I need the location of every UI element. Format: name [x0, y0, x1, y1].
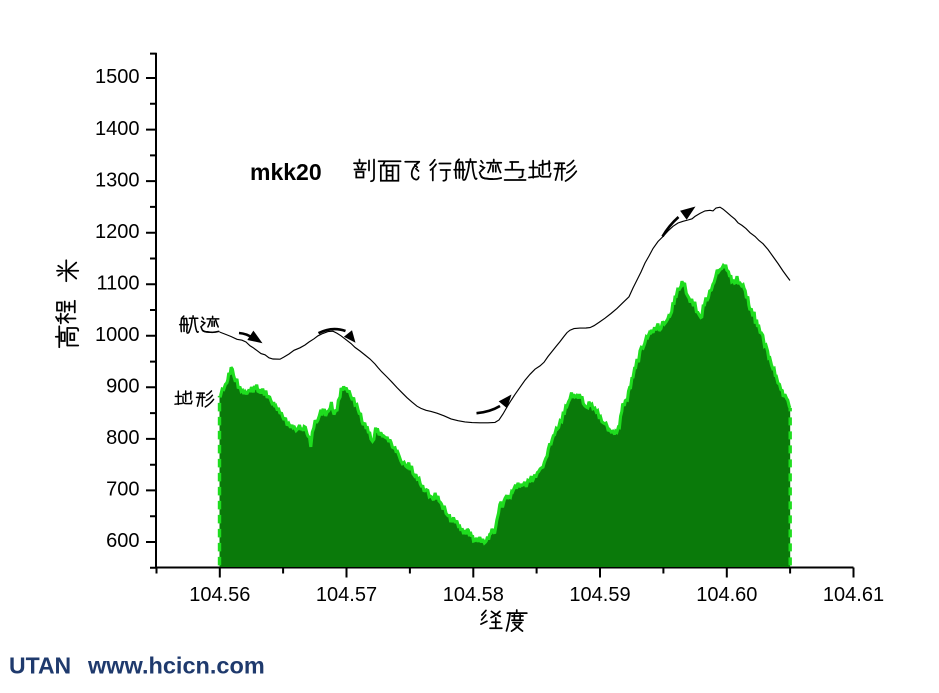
- svg-text:104.57: 104.57: [316, 584, 377, 606]
- svg-text:900: 900: [106, 376, 139, 398]
- svg-text:800: 800: [106, 427, 139, 449]
- svg-text:104.60: 104.60: [696, 584, 757, 606]
- svg-text:104.58: 104.58: [443, 584, 504, 606]
- svg-text:1200: 1200: [95, 221, 140, 243]
- svg-text:700: 700: [106, 479, 139, 501]
- svg-text:104.59: 104.59: [569, 584, 630, 606]
- svg-text:mkk20: mkk20: [250, 159, 322, 185]
- svg-text:104.61: 104.61: [823, 584, 884, 606]
- svg-text:1100: 1100: [96, 272, 139, 294]
- svg-text:1500: 1500: [95, 66, 140, 88]
- svg-text:104.56: 104.56: [189, 584, 250, 606]
- svg-text:www.hcicn.com: www.hcicn.com: [87, 653, 265, 679]
- svg-text:1400: 1400: [95, 118, 140, 140]
- svg-text:1300: 1300: [95, 169, 140, 191]
- svg-text:600: 600: [106, 530, 139, 552]
- svg-text:UTAN: UTAN: [9, 653, 71, 679]
- svg-text:1000: 1000: [95, 324, 140, 346]
